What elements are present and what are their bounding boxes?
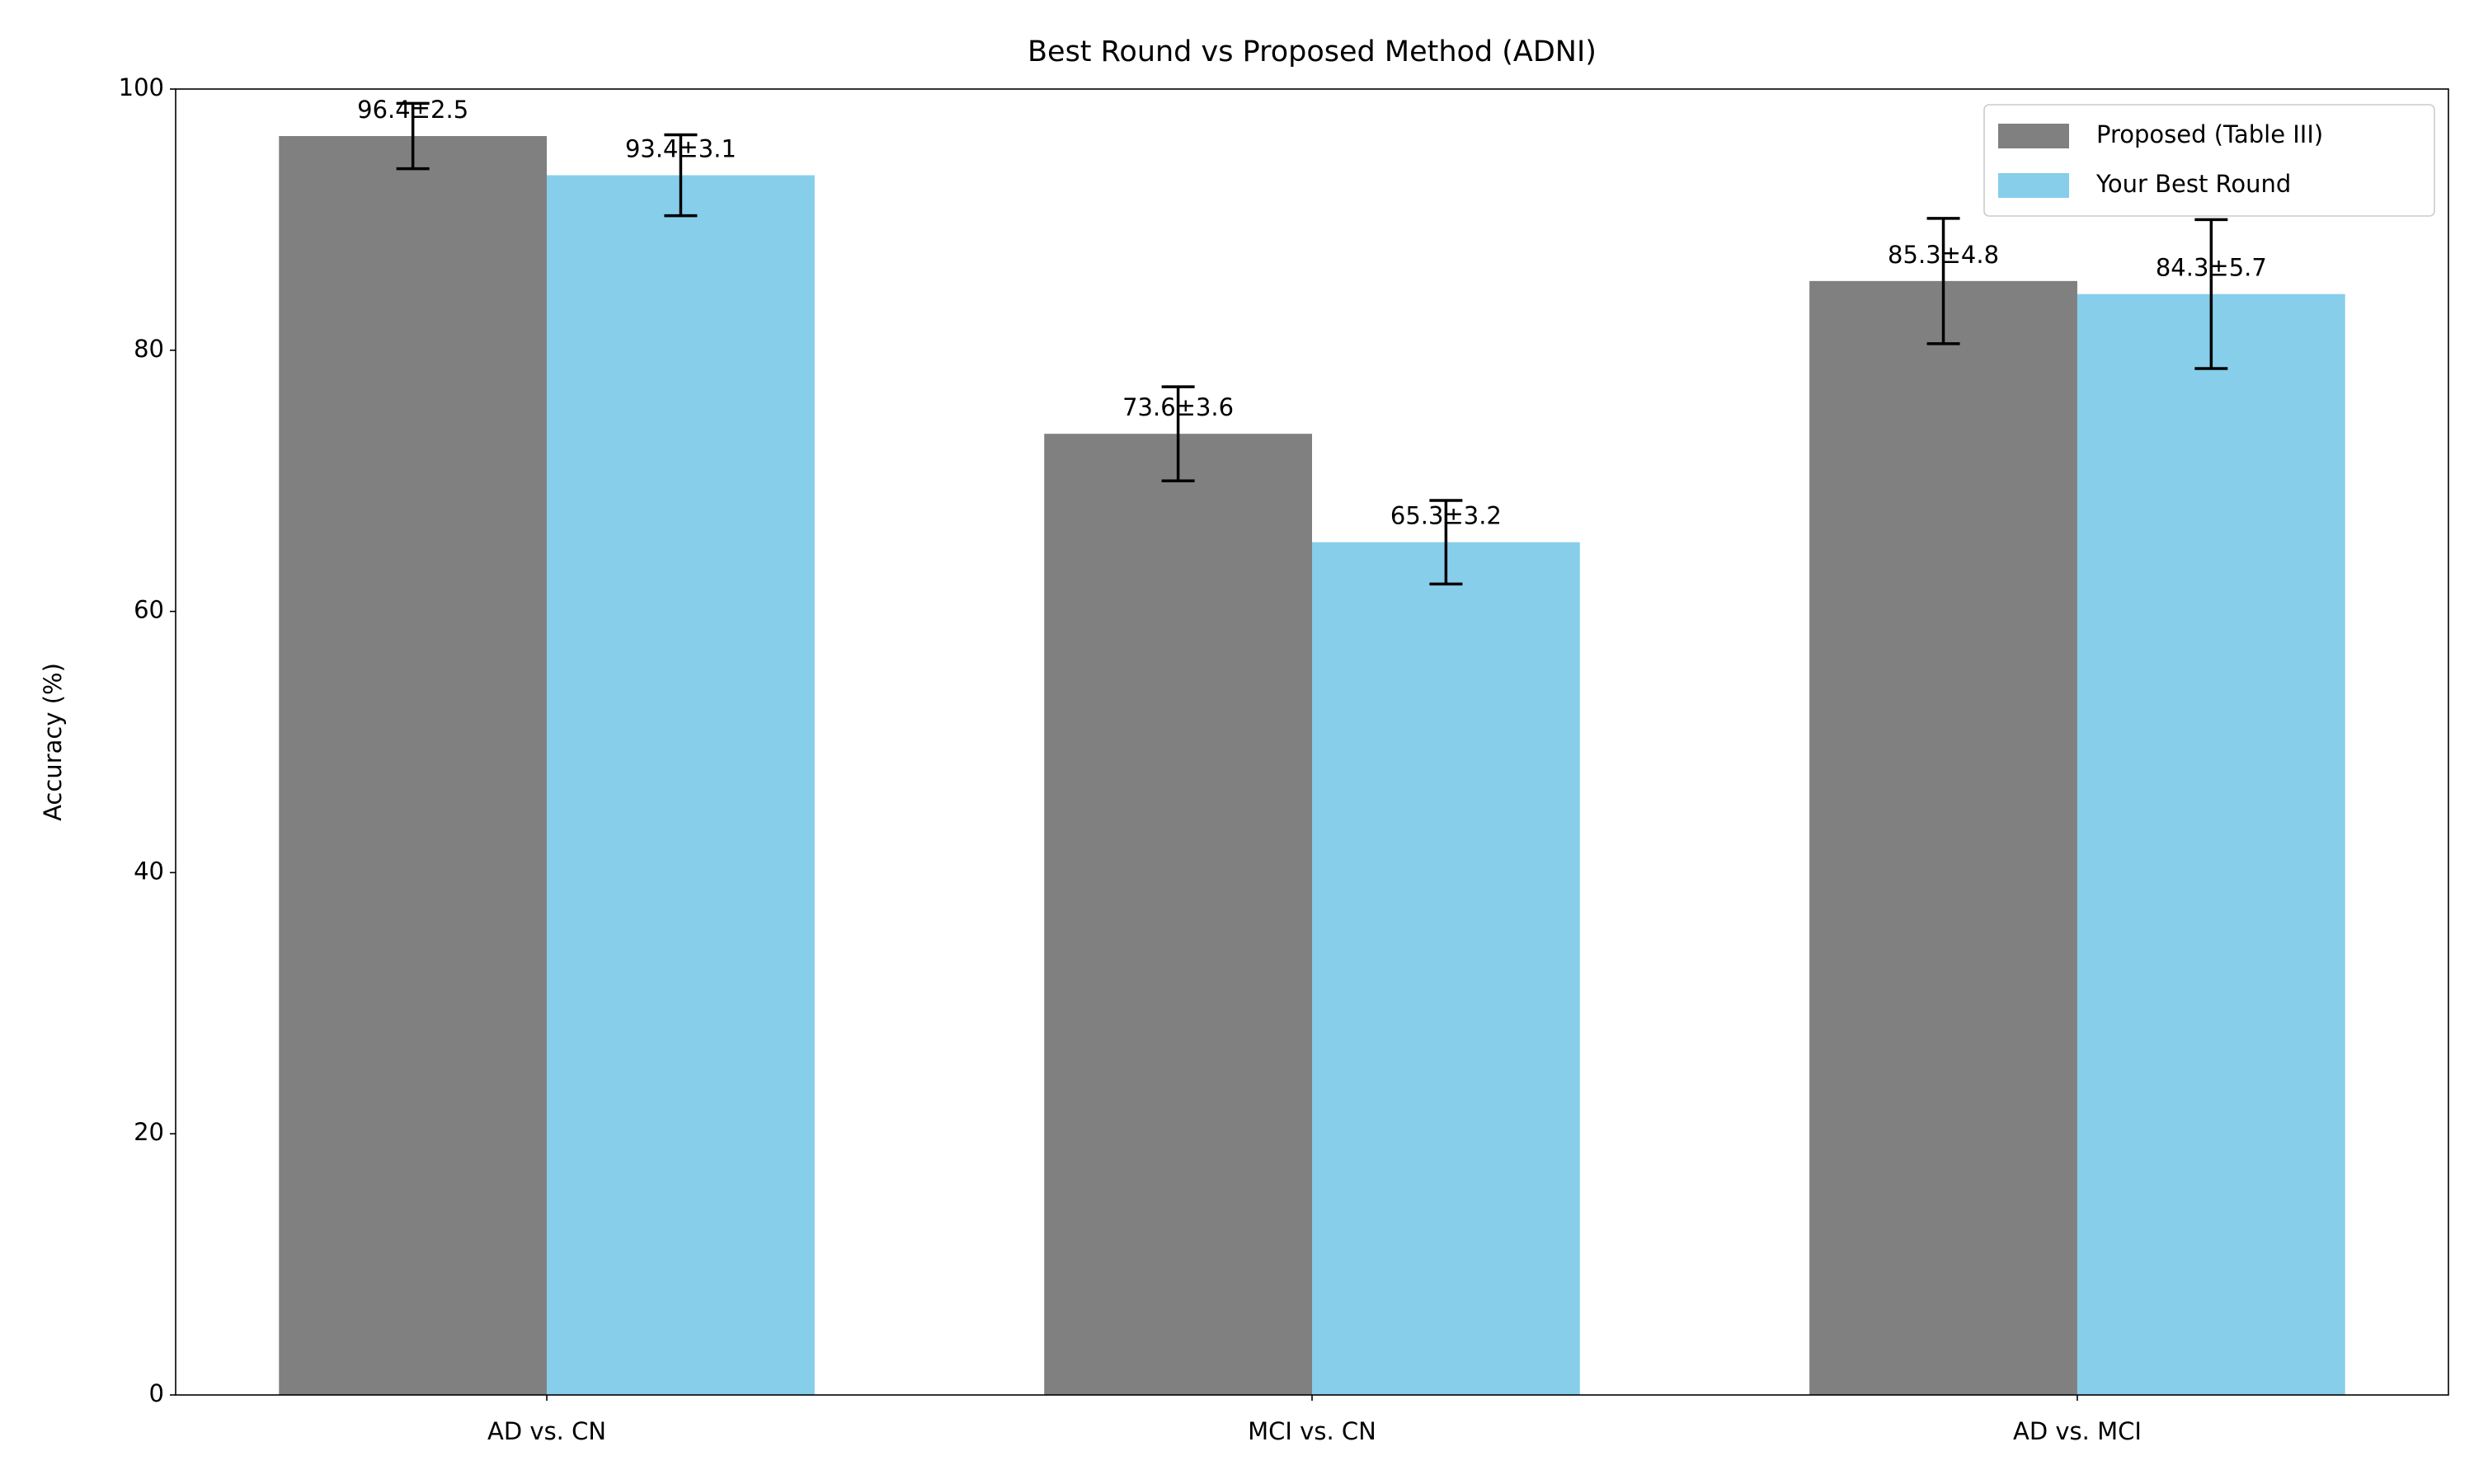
y-tick-label: 80 <box>134 335 164 363</box>
bar <box>1312 542 1580 1396</box>
y-tick-label: 60 <box>134 596 164 624</box>
value-label: 85.3±4.8 <box>1888 241 1999 269</box>
bar <box>279 136 548 1395</box>
legend-label: Proposed (Table III) <box>2096 120 2323 148</box>
y-tick-label: 40 <box>134 857 164 885</box>
value-label: 84.3±5.7 <box>2156 254 2267 282</box>
legend-label: Your Best Round <box>2095 170 2291 198</box>
x-tick-label: AD vs. CN <box>487 1417 606 1445</box>
y-tick-label: 0 <box>149 1379 164 1407</box>
y-tick-label: 100 <box>119 73 164 101</box>
value-label: 96.4±2.5 <box>357 96 468 124</box>
bar <box>1809 280 2077 1395</box>
y-tick-label: 20 <box>134 1118 164 1146</box>
y-axis-label: Accuracy (%) <box>39 663 67 821</box>
bar <box>1044 434 1312 1395</box>
legend-swatch <box>1998 173 2069 198</box>
value-label: 65.3±3.2 <box>1390 502 1502 530</box>
bar <box>2077 294 2345 1395</box>
value-label: 93.4±3.1 <box>625 135 736 163</box>
axes-frame <box>175 88 2449 1396</box>
x-tick-label: MCI vs. CN <box>1248 1417 1376 1445</box>
chart-title: Best Round vs Proposed Method (ADNI) <box>1028 35 1597 68</box>
legend-box <box>1983 104 2435 217</box>
value-label: 73.6±3.6 <box>1122 393 1234 421</box>
x-tick-label: AD vs. MCI <box>2013 1417 2142 1445</box>
legend-swatch <box>1998 124 2069 148</box>
bar <box>547 175 815 1396</box>
